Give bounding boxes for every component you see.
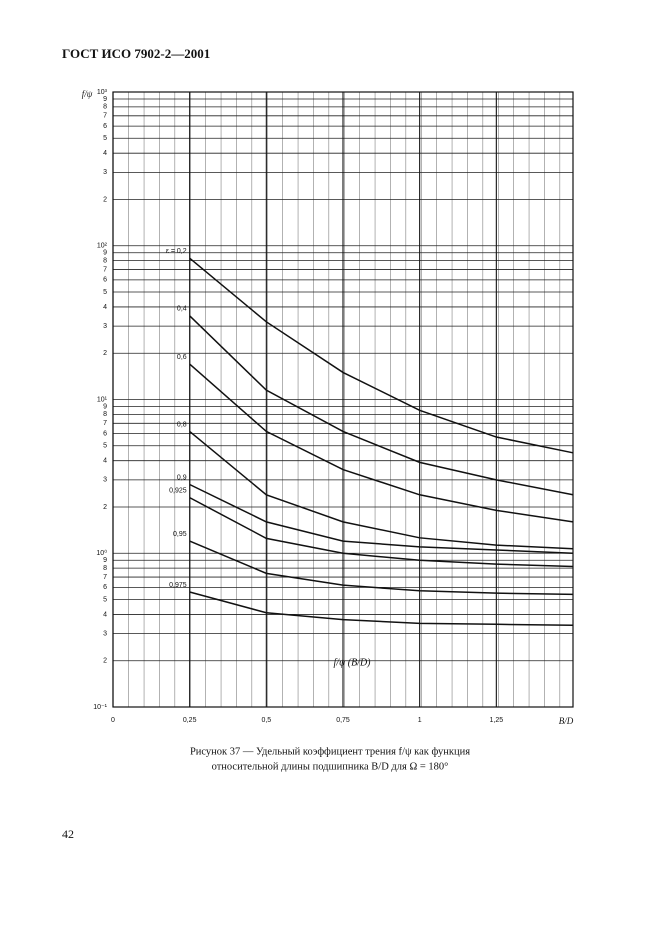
curve — [189, 257, 574, 454]
y-tick-label: 10¹ — [97, 396, 108, 403]
y-axis-label: f/ψ — [82, 89, 93, 99]
annotation: f/ψ (B/D) — [333, 657, 371, 668]
x-tick-label: 0 — [111, 717, 115, 724]
y-tick-label: 2 — [103, 658, 107, 665]
x-tick-label: 1,25 — [490, 717, 504, 724]
plot-frame — [112, 91, 574, 708]
x-tick-label: 0,25 — [183, 717, 197, 724]
caption: Рисунок 37 — Удельный коэффициент трения… — [190, 746, 470, 757]
curve-label: 0,925 — [169, 487, 187, 494]
y-tick-label: 3 — [103, 477, 107, 484]
curve — [189, 315, 574, 496]
curve — [189, 540, 574, 596]
y-tick-label: 6 — [103, 277, 107, 284]
curve — [189, 430, 574, 550]
y-tick-label: 4 — [103, 611, 107, 618]
curve-label: 0,6 — [177, 354, 187, 361]
y-tick-label: 8 — [103, 565, 107, 572]
y-tick-label: 7 — [103, 420, 107, 427]
y-tick-label: 9 — [103, 403, 107, 410]
header: ГОСТ ИСО 7902-2—2001 — [62, 46, 210, 61]
y-tick-label: 10² — [97, 243, 108, 250]
y-tick-label: 8 — [103, 257, 107, 264]
y-tick-label: 5 — [103, 289, 107, 296]
curve-label: ε = 0,2 — [166, 248, 187, 255]
y-tick-label: 9 — [103, 96, 107, 103]
y-tick-label: 5 — [103, 596, 107, 603]
y-tick-label: 7 — [103, 266, 107, 273]
y-tick-label: 10³ — [97, 89, 108, 96]
y-tick-label: 3 — [103, 630, 107, 637]
curve — [189, 363, 574, 523]
x-tick-label: 0,75 — [336, 717, 350, 724]
y-tick-label: 9 — [103, 557, 107, 564]
y-tick-label: 2 — [103, 504, 107, 511]
y-tick-label: 3 — [103, 169, 107, 176]
y-tick-label: 5 — [103, 135, 107, 142]
y-tick-label: 4 — [103, 150, 107, 157]
y-tick-label: 2 — [103, 196, 107, 203]
curve-label: 0,8 — [177, 421, 187, 428]
curve — [189, 591, 574, 627]
curve — [189, 483, 574, 554]
y-tick-label: 8 — [103, 104, 107, 111]
y-tick-label: 6 — [103, 584, 107, 591]
y-tick-label: 10⁻¹ — [93, 704, 107, 711]
y-tick-label: 7 — [103, 574, 107, 581]
y-tick-label: 4 — [103, 458, 107, 465]
page-number: 42 — [62, 827, 74, 841]
y-tick-label: 7 — [103, 113, 107, 120]
y-tick-label: 9 — [103, 250, 107, 257]
curve-label: 0,9 — [177, 474, 187, 481]
y-tick-label: 6 — [103, 430, 107, 437]
curve-label: 0,95 — [173, 531, 187, 538]
y-tick-label: 2 — [103, 350, 107, 357]
curve-label: 0,975 — [169, 582, 187, 589]
y-tick-label: 5 — [103, 443, 107, 450]
y-tick-label: 3 — [103, 323, 107, 330]
x-tick-label: 0,5 — [261, 717, 271, 724]
y-tick-label: 8 — [103, 411, 107, 418]
x-tick-label: 1 — [418, 717, 422, 724]
curve — [189, 496, 574, 568]
y-tick-label: 6 — [103, 123, 107, 130]
y-tick-label: 10⁰ — [96, 549, 107, 557]
x-axis-label: B/D — [559, 716, 574, 726]
caption: относительной длины подшипника B/D для Ω… — [212, 761, 449, 772]
curve-label: 0,4 — [177, 306, 187, 313]
y-tick-label: 4 — [103, 304, 107, 311]
